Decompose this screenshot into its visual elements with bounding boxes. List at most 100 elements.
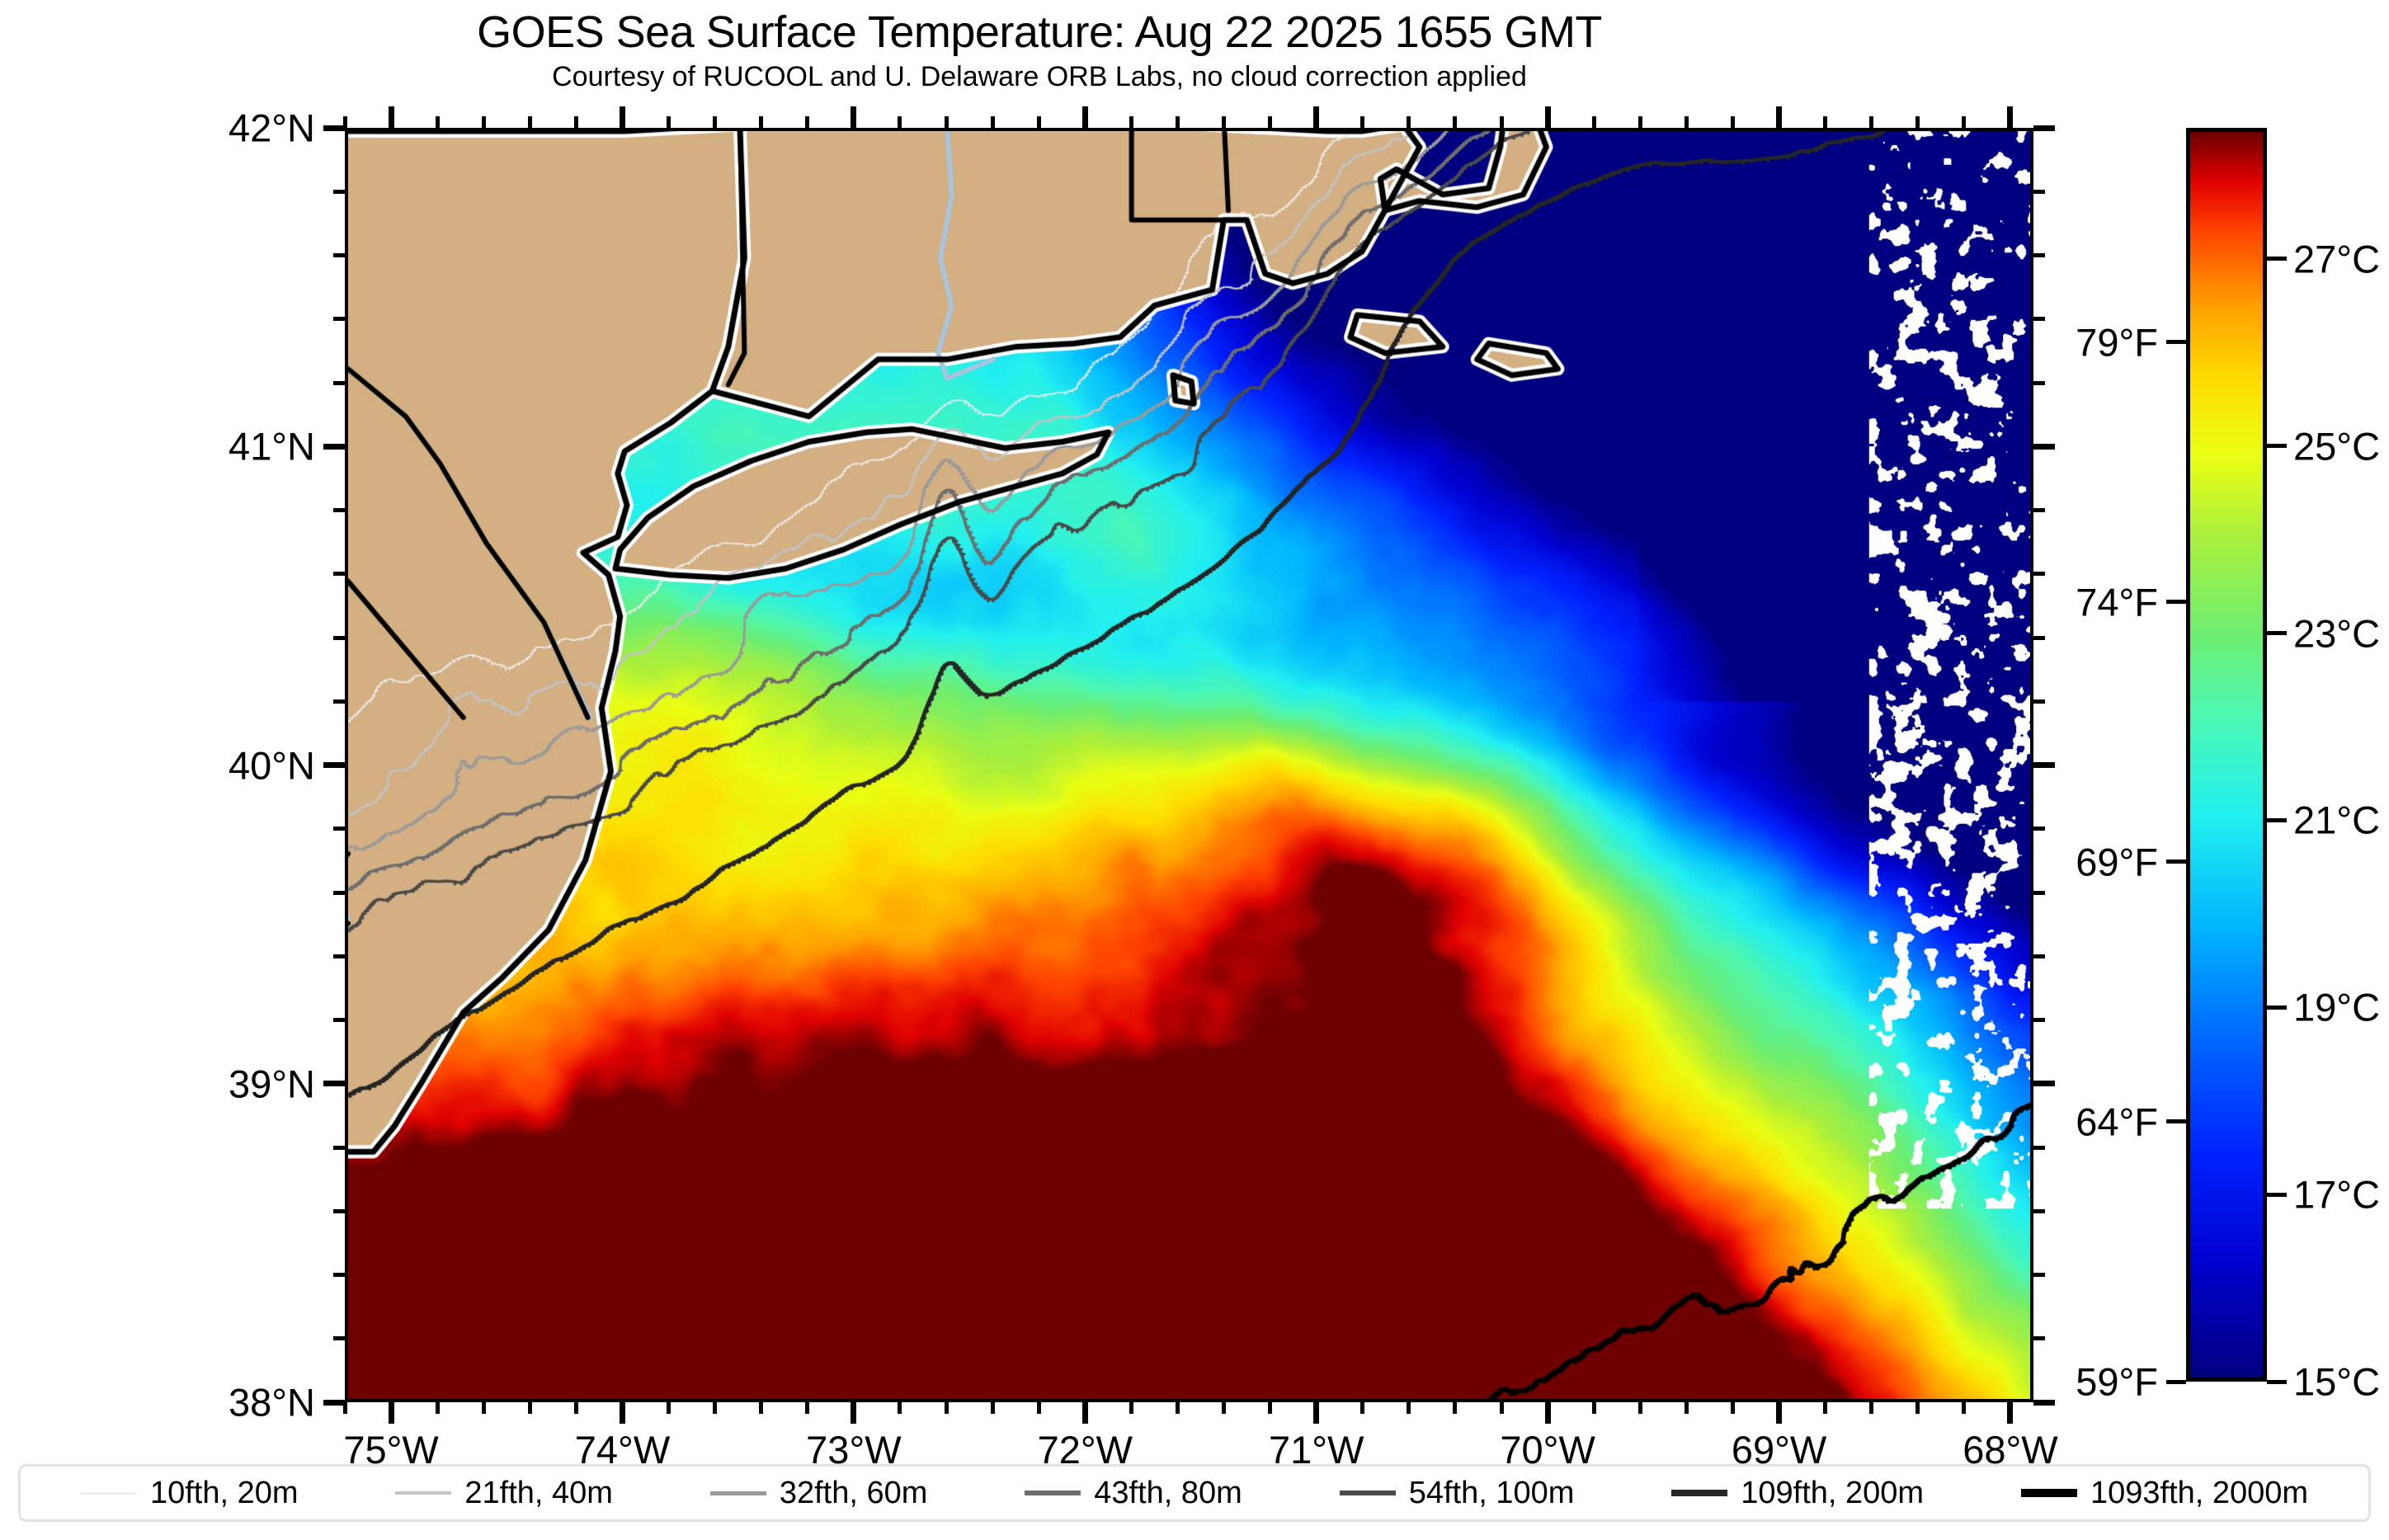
colorbar-tick-celsius	[2267, 444, 2287, 449]
x-tick-minor	[1823, 116, 1828, 128]
y-tick-major	[323, 1399, 345, 1406]
legend-item: 109fth, 200m	[1671, 1476, 1924, 1511]
x-tick-minor	[1360, 116, 1365, 128]
y-tick-minor	[333, 1018, 345, 1022]
x-tick-minor	[713, 116, 718, 128]
x-tick-minor	[990, 1402, 995, 1414]
legend-line-swatch	[1671, 1490, 1728, 1496]
x-tick-major	[619, 1402, 625, 1424]
x-tick-minor	[1129, 116, 1133, 128]
map-plot-area[interactable]	[345, 128, 2033, 1402]
x-tick-minor	[1869, 116, 1874, 128]
x-tick-minor	[1962, 1402, 1967, 1414]
x-tick-minor	[1175, 116, 1180, 128]
legend-item: 10fth, 20m	[80, 1476, 299, 1511]
x-tick-minor	[342, 116, 347, 128]
x-tick-minor	[1453, 116, 1458, 128]
x-tick-minor	[1684, 1402, 1689, 1414]
x-tick-minor	[667, 116, 671, 128]
x-tick-minor	[944, 1402, 949, 1414]
temperature-colorbar[interactable]	[2186, 128, 2267, 1382]
colorbar-tick-fahrenheit	[2166, 859, 2186, 864]
y-tick-minor	[333, 317, 345, 322]
x-tick-minor	[805, 1402, 810, 1414]
y-tick-minor	[333, 508, 345, 512]
y-axis-label: 41°N	[228, 424, 315, 469]
colorbar-tick-fahrenheit	[2166, 1119, 2186, 1124]
colorbar-tick-fahrenheit	[2166, 600, 2186, 605]
y-axis-label: 39°N	[228, 1062, 315, 1106]
y-tick-minor	[333, 1145, 345, 1150]
x-tick-minor	[1407, 1402, 1411, 1414]
x-tick-minor	[1453, 1402, 1458, 1414]
legend-item: 54fth, 100m	[1339, 1475, 1575, 1511]
legend-line-swatch	[80, 1491, 137, 1495]
x-tick-major	[1081, 1402, 1088, 1424]
x-tick-minor	[1684, 116, 1689, 128]
x-tick-major	[851, 106, 857, 128]
y-tick-minor	[333, 635, 345, 640]
legend-item-label: 32fth, 60m	[779, 1475, 928, 1510]
x-tick-minor	[1869, 1402, 1874, 1414]
legend-line-swatch	[2020, 1489, 2077, 1497]
y-tick-major	[323, 762, 345, 768]
sst-heatmap-canvas	[348, 131, 2030, 1399]
y-tick-major	[2033, 1081, 2055, 1087]
legend-item-label: 54fth, 100m	[1408, 1475, 1575, 1510]
x-tick-minor	[1268, 1402, 1273, 1414]
bathymetry-legend: 10fth, 20m 21fth, 40m 32fth, 60m 43fth, 80m…	[18, 1464, 2371, 1522]
figure-title: GOES Sea Surface Temperature: Aug 22 202…	[477, 7, 1602, 57]
y-tick-major	[2033, 125, 2055, 131]
y-tick-minor	[333, 572, 345, 577]
colorbar-label-fahrenheit: 74°F	[2076, 580, 2158, 624]
y-tick-minor	[2033, 827, 2045, 831]
x-tick-minor	[573, 116, 578, 128]
x-tick-major	[851, 1402, 857, 1424]
legend-line-swatch	[1025, 1491, 1081, 1495]
x-tick-major	[1081, 106, 1088, 128]
y-tick-minor	[2033, 635, 2045, 640]
x-tick-minor	[1499, 116, 1504, 128]
x-tick-major	[2007, 106, 2014, 128]
x-tick-minor	[1637, 116, 1642, 128]
x-tick-minor	[342, 1402, 347, 1414]
colorbar-tick-celsius	[2267, 817, 2287, 822]
y-tick-major	[323, 443, 345, 450]
x-tick-minor	[1036, 116, 1041, 128]
x-tick-minor	[527, 116, 532, 128]
x-tick-major	[388, 106, 394, 128]
y-axis-label: 40°N	[228, 743, 315, 787]
y-tick-minor	[2033, 890, 2045, 895]
x-tick-minor	[898, 116, 902, 128]
x-tick-minor	[713, 1402, 718, 1414]
x-tick-minor	[1823, 1402, 1828, 1414]
x-tick-major	[388, 1402, 394, 1424]
colorbar-tick-fahrenheit	[2166, 340, 2186, 345]
y-tick-major	[2033, 443, 2055, 450]
colorbar-tick-celsius	[2267, 1192, 2287, 1197]
x-tick-minor	[1036, 1402, 1041, 1414]
x-tick-major	[1313, 106, 1320, 128]
x-tick-major	[1776, 1402, 1783, 1424]
x-tick-minor	[759, 1402, 764, 1414]
x-tick-minor	[1962, 116, 1967, 128]
y-tick-minor	[2033, 508, 2045, 512]
legend-item: 32fth, 60m	[709, 1475, 928, 1511]
colorbar-label-celsius: 25°C	[2293, 424, 2381, 469]
x-tick-minor	[481, 1402, 486, 1414]
x-tick-minor	[1730, 116, 1735, 128]
x-tick-minor	[573, 1402, 578, 1414]
y-tick-minor	[2033, 1018, 2045, 1022]
x-tick-minor	[1129, 1402, 1133, 1414]
y-tick-minor	[2033, 317, 2045, 322]
y-axis-label: 42°N	[228, 106, 315, 150]
y-tick-minor	[333, 1336, 345, 1341]
x-tick-minor	[898, 1402, 902, 1414]
x-tick-minor	[990, 116, 995, 128]
y-tick-minor	[2033, 1145, 2045, 1150]
y-tick-minor	[2033, 572, 2045, 577]
y-tick-minor	[2033, 1208, 2045, 1213]
colorbar-label-fahrenheit: 64°F	[2076, 1100, 2158, 1144]
y-tick-minor	[333, 827, 345, 831]
